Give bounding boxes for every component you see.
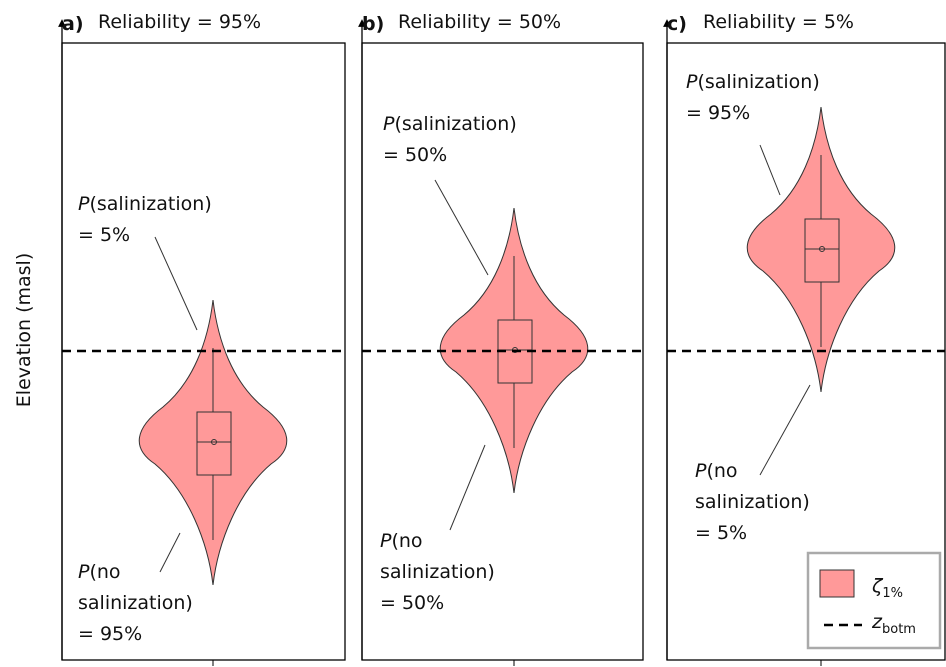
- legend-sub: 1%: [882, 586, 903, 601]
- leader-line: [449, 444, 486, 531]
- annotation-line: P(no: [380, 530, 423, 552]
- annotation-text: salinization): [78, 592, 193, 614]
- y-axis-label: Elevation (masl): [13, 253, 35, 407]
- annotation-text: (salinization): [89, 193, 211, 215]
- annotation-text: = 5%: [695, 522, 747, 544]
- annotation-line: P(no: [78, 561, 121, 583]
- annotation-text: (no: [706, 460, 737, 482]
- annotation-line: P(salinization): [78, 193, 212, 215]
- annotation-line: P(salinization): [383, 113, 517, 135]
- legend-sub: botm: [882, 622, 916, 637]
- annotation-text: = 95%: [686, 102, 750, 124]
- annotation-var: P: [78, 561, 90, 583]
- annotation-line: = 50%: [380, 592, 444, 614]
- annotation-text: = 50%: [380, 592, 444, 614]
- annotation-line: = 50%: [383, 144, 447, 166]
- annotation-text: salinization): [695, 491, 810, 513]
- annotation-line: = 95%: [686, 102, 750, 124]
- annotation-line: = 95%: [78, 623, 142, 645]
- annotation-line: = 5%: [78, 224, 130, 246]
- leader-line: [759, 144, 781, 196]
- annotation-var: P: [695, 460, 707, 482]
- annotation-text: salinization): [380, 561, 495, 583]
- annotation-line: salinization): [380, 561, 495, 583]
- annotation-text: = 95%: [78, 623, 142, 645]
- mean: [819, 246, 825, 252]
- legend-label: ζ1%: [871, 575, 903, 601]
- legend-symbol: ζ: [871, 575, 884, 597]
- panel-title: Reliability = 50%: [398, 11, 561, 33]
- annotation-text: (no: [89, 561, 120, 583]
- panel-label: a): [62, 13, 84, 35]
- annotation-var: P: [380, 530, 392, 552]
- annotation-line: salinization): [695, 491, 810, 513]
- annotation-var: P: [78, 193, 90, 215]
- box: [196, 411, 232, 476]
- annotation-text: (no: [391, 530, 422, 552]
- panel-label: b): [362, 13, 384, 35]
- leader-line: [434, 179, 489, 276]
- panel-title: Reliability = 95%: [98, 11, 261, 33]
- panel-title: Reliability = 5%: [703, 11, 854, 33]
- panel-label: c): [667, 13, 687, 35]
- annotation-text: = 50%: [383, 144, 447, 166]
- annotation-var: P: [383, 113, 395, 135]
- annotation-var: P: [686, 71, 698, 93]
- legend-swatch: [819, 569, 855, 598]
- annotation-line: P(salinization): [686, 71, 820, 93]
- leader-line: [154, 236, 198, 331]
- annotation-text: (salinization): [697, 71, 819, 93]
- annotation-line: salinization): [78, 592, 193, 614]
- leader-line: [159, 532, 181, 573]
- mean: [211, 439, 217, 445]
- box: [804, 218, 840, 283]
- annotation-text: (salinization): [394, 113, 516, 135]
- legend-box: [806, 551, 942, 650]
- leader-line: [759, 384, 811, 476]
- annotation-line: P(no: [695, 460, 738, 482]
- legend-label: zbotm: [871, 611, 916, 637]
- annotation-line: = 5%: [695, 522, 747, 544]
- annotation-text: = 5%: [78, 224, 130, 246]
- legend-symbol: z: [871, 611, 883, 633]
